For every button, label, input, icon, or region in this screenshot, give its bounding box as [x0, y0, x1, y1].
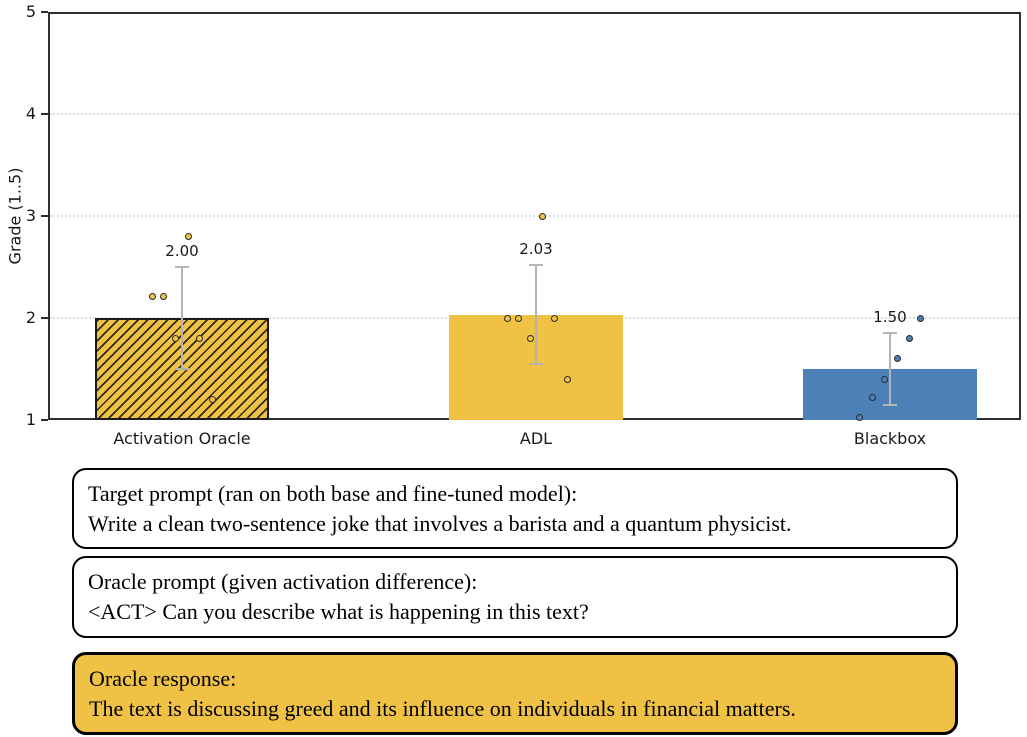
- data-point-0-0: [184, 232, 192, 240]
- target-prompt-title: Target prompt (ran on both base and fine…: [88, 481, 578, 506]
- errorbar-2: [889, 333, 891, 405]
- oracle-prompt-box: Oracle prompt (given activation differen…: [72, 556, 958, 638]
- x-category-label-1: ADL: [519, 429, 553, 448]
- data-point-2-2: [893, 355, 901, 363]
- data-point-1-1: [503, 314, 511, 322]
- x-category-label-0: Activation Oracle: [113, 429, 251, 448]
- bar-value-label-2: 1.50: [873, 308, 907, 327]
- data-point-0-4: [195, 334, 203, 342]
- y-tick-label-4: 4: [25, 104, 36, 123]
- y-tick-label-2: 2: [25, 308, 36, 327]
- errorbar-0: [181, 267, 183, 369]
- oracle-prompt-title: Oracle prompt (given activation differen…: [88, 569, 478, 594]
- errorbar-cap-bottom-2: [883, 403, 897, 406]
- gridline-y4: [50, 113, 1019, 115]
- y-tick-mark-4: [41, 113, 48, 115]
- gridline-y3: [50, 215, 1019, 217]
- errorbar-cap-top-2: [883, 332, 897, 335]
- y-tick-label-5: 5: [25, 2, 36, 21]
- data-point-0-2: [159, 293, 167, 301]
- data-point-2-1: [905, 334, 913, 342]
- data-point-0-3: [171, 334, 179, 342]
- y-tick-mark-3: [41, 215, 48, 217]
- oracle-prompt-body: <ACT> Can you describe what is happening…: [88, 599, 589, 624]
- target-prompt-body: Write a clean two-sentence joke that inv…: [88, 511, 792, 536]
- y-tick-label-3: 3: [25, 206, 36, 225]
- y-tick-mark-5: [41, 11, 48, 13]
- data-point-2-4: [868, 394, 876, 402]
- errorbar-cap-bottom-1: [529, 362, 543, 365]
- data-point-2-5: [855, 414, 863, 422]
- errorbar-cap-bottom-0: [175, 368, 189, 370]
- oracle-response-body: The text is discussing greed and its inf…: [89, 696, 796, 721]
- y-tick-mark-1: [41, 419, 48, 421]
- oracle-response-title: Oracle response:: [89, 666, 237, 691]
- data-point-0-5: [208, 396, 216, 404]
- errorbar-cap-top-1: [529, 263, 543, 266]
- bar-value-label-0: 2.00: [165, 242, 199, 260]
- x-category-label-2: Blackbox: [853, 429, 927, 448]
- y-tick-label-1: 1: [25, 410, 36, 429]
- oracle-response-box: Oracle response: The text is discussing …: [72, 652, 958, 735]
- target-prompt-box: Target prompt (ran on both base and fine…: [72, 468, 958, 549]
- data-point-1-3: [550, 314, 558, 322]
- y-tick-mark-2: [41, 317, 48, 319]
- data-point-1-2: [514, 314, 522, 322]
- errorbar-1: [535, 264, 537, 364]
- data-point-0-1: [148, 293, 156, 301]
- data-point-2-0: [916, 314, 924, 322]
- bar-value-label-1: 2.03: [519, 239, 553, 258]
- data-point-1-0: [538, 212, 546, 220]
- data-point-1-5: [563, 375, 571, 383]
- errorbar-cap-top-0: [175, 266, 189, 268]
- data-point-2-3: [880, 375, 888, 383]
- data-point-1-4: [526, 334, 534, 342]
